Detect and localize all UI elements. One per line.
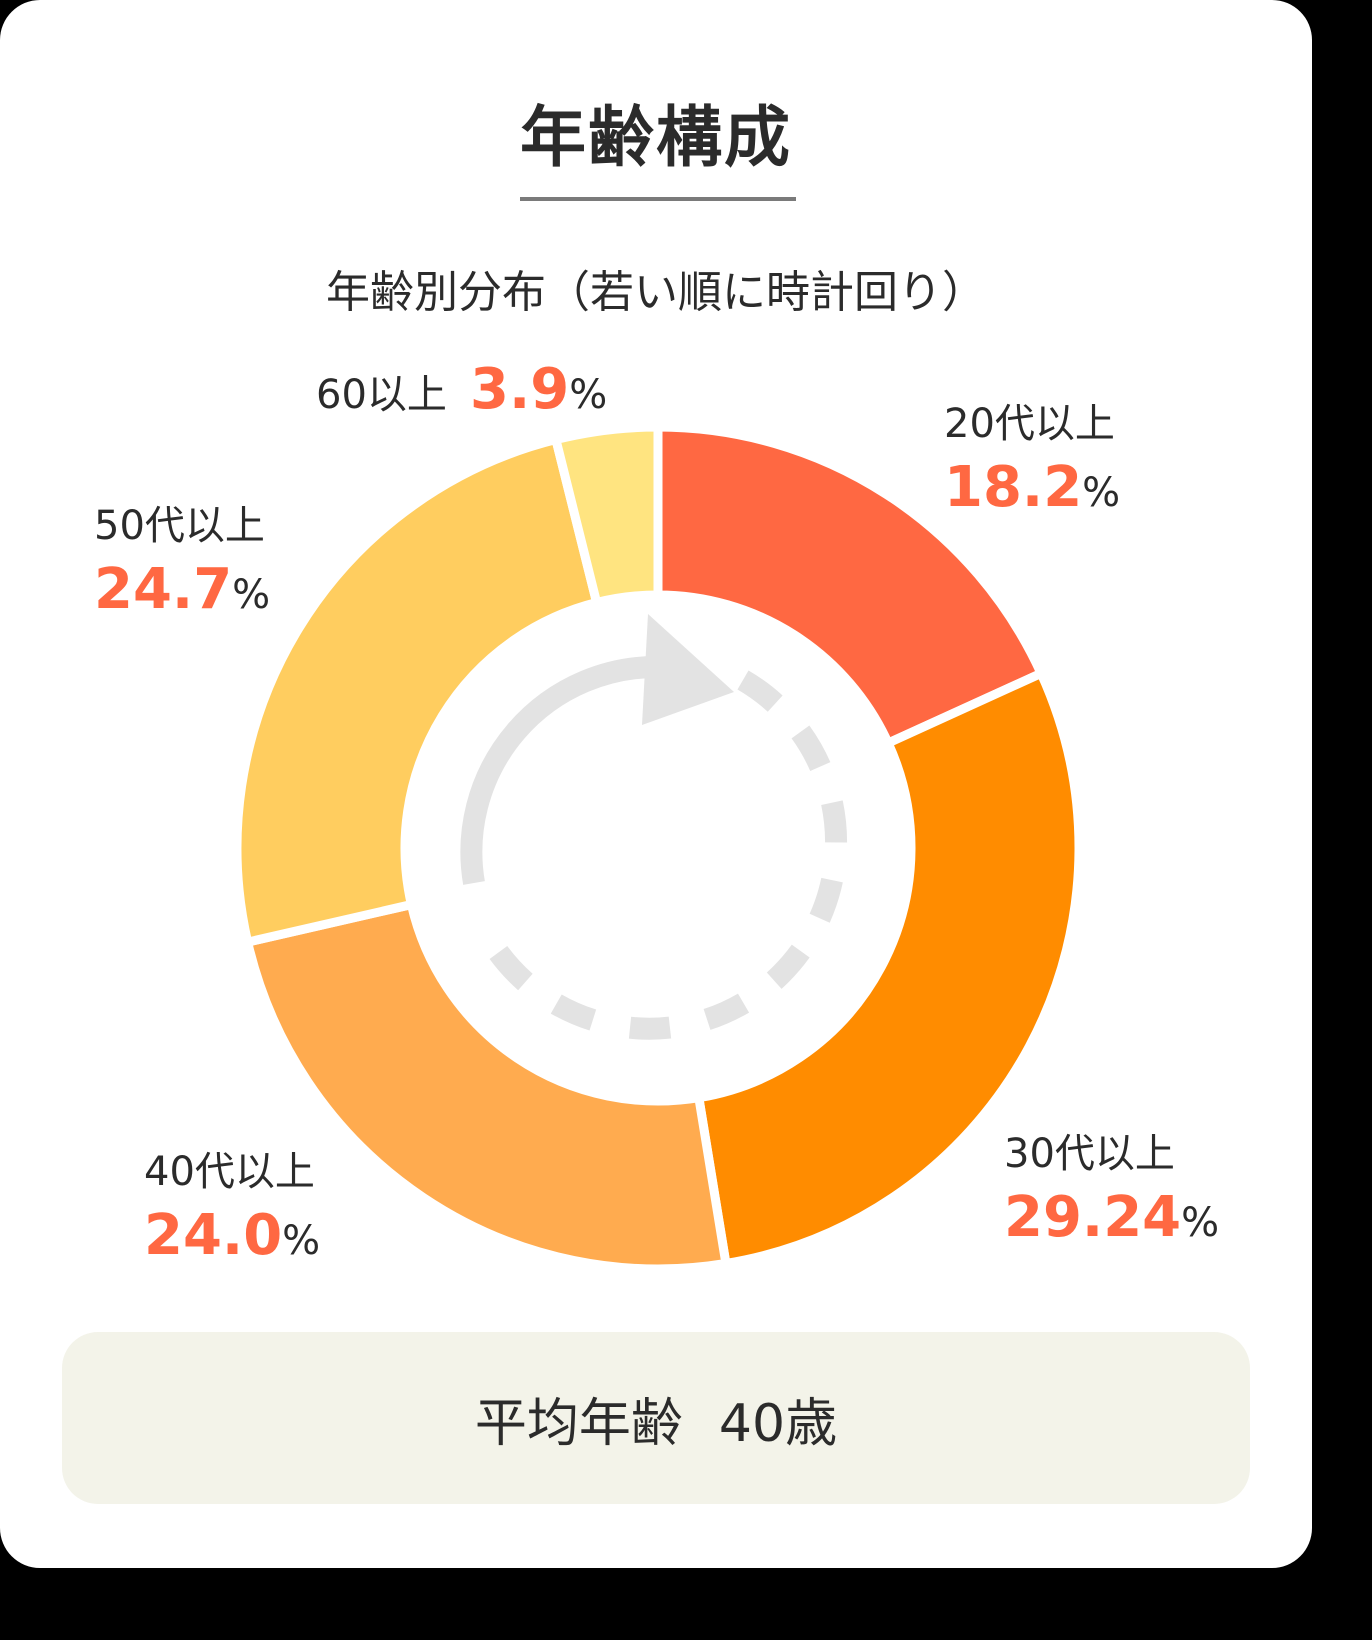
donut-chart [232,422,1084,1274]
value-40s: 24.0 [144,1203,283,1268]
average-age-label: 平均年齢 [474,1393,683,1454]
value-20s: 18.2 [944,455,1083,520]
donut-segment [242,899,732,1274]
value-30s: 29.24 [1004,1185,1182,1250]
donut-segment [232,434,603,948]
label-60plus: 60以上 3.9% [316,357,608,422]
average-age-box: 平均年齢 40歳 [62,1332,1250,1504]
chart-subtitle: 年齢別分布（若い順に時計回り） [326,267,986,318]
clockwise-arrow-icon [460,614,848,1040]
age-composition-card: 年齢構成 年齢別分布（若い順に時計回り） 20代以上 18.2% 30代以上 2… [0,0,1312,1568]
label-50s: 50代以上 24.7% [94,503,271,622]
value-50s: 24.7 [94,557,233,622]
label-40s: 40代以上 24.0% [144,1149,321,1268]
donut-segment [653,422,1048,750]
label-30s: 30代以上 29.24% [1004,1131,1220,1250]
label-20s: 20代以上 18.2% [944,401,1121,520]
title-underline [520,197,796,201]
page-title: 年齢構成 [520,99,792,176]
value-60plus: 3.9 [470,357,570,422]
donut-segment [550,422,663,609]
donut-segments [232,422,1084,1274]
average-age-value: 40歳 [718,1393,838,1454]
donut-segment [693,667,1084,1269]
